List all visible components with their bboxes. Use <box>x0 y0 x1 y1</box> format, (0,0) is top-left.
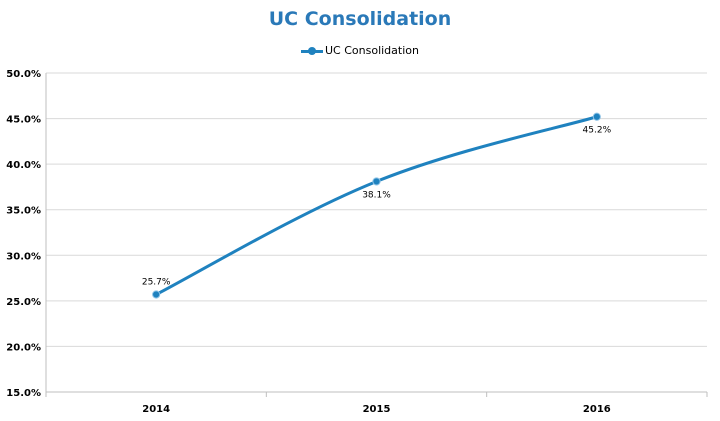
series-line <box>154 115 599 296</box>
y-tick-label: 40.0% <box>6 160 41 171</box>
x-tick-label: 2015 <box>363 404 391 415</box>
y-tick-label: 15.0% <box>6 388 41 399</box>
data-label: 25.7% <box>142 277 171 287</box>
data-label: 45.2% <box>583 126 612 136</box>
y-tick-label: 45.0% <box>6 115 41 126</box>
y-tick-label: 50.0% <box>6 69 41 80</box>
y-tick-label: 30.0% <box>6 251 41 262</box>
data-label: 38.1% <box>362 190 391 200</box>
x-tick-label: 2014 <box>142 404 170 415</box>
data-point <box>152 290 161 299</box>
data-point <box>592 112 601 121</box>
y-tick-label: 20.0% <box>6 342 41 353</box>
x-tick-label: 2016 <box>583 404 611 415</box>
legend-label: UC Consolidation <box>325 44 419 57</box>
chart-title: UC Consolidation <box>268 8 452 30</box>
legend-marker-icon <box>301 46 323 56</box>
y-tick-label: 25.0% <box>6 297 41 308</box>
legend: UC Consolidation <box>0 44 720 57</box>
data-point <box>372 177 381 186</box>
y-tick-label: 35.0% <box>6 206 41 217</box>
